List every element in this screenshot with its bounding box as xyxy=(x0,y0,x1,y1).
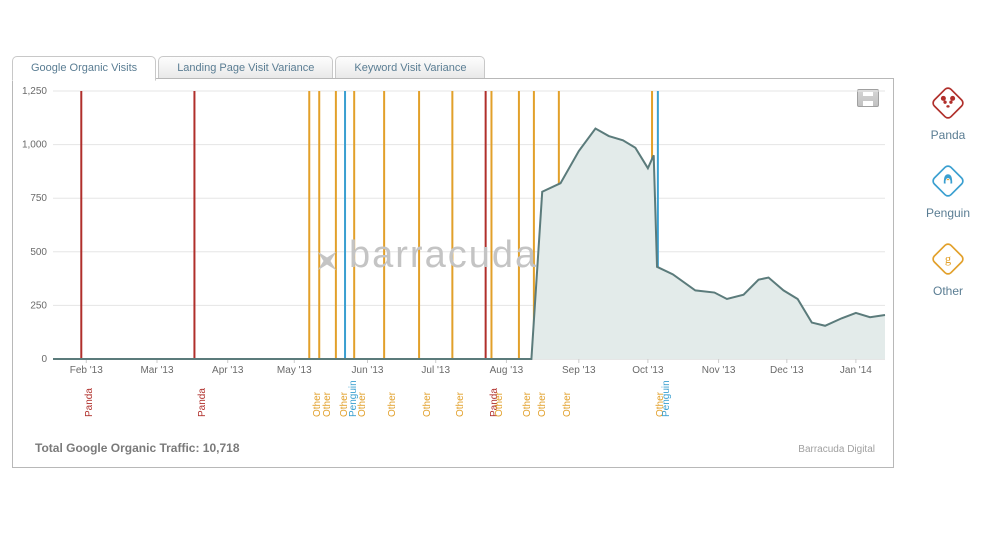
legend: Panda Penguin g Other xyxy=(908,82,988,298)
penguin-icon xyxy=(927,160,969,202)
tab-landing-page-variance[interactable]: Landing Page Visit Variance xyxy=(158,56,333,80)
svg-text:Jun '13: Jun '13 xyxy=(352,365,384,376)
chart-panel: 0 250 500 750 1,000 1,250 Feb '13 Mar '13 Apr '1… xyxy=(12,78,894,468)
other-icon: g xyxy=(927,238,969,280)
tab-keyword-variance[interactable]: Keyword Visit Variance xyxy=(335,56,485,80)
event-label-panda: Panda xyxy=(84,388,95,417)
svg-text:Jan '14: Jan '14 xyxy=(840,365,872,376)
legend-label-panda: Panda xyxy=(931,128,966,142)
event-label-other: Other xyxy=(387,392,398,417)
svg-text:750: 750 xyxy=(30,193,47,204)
svg-text:Oct '13: Oct '13 xyxy=(632,365,664,376)
tab-google-organic-visits[interactable]: Google Organic Visits xyxy=(12,56,156,81)
svg-text:1,250: 1,250 xyxy=(22,86,47,97)
event-label-other: Other xyxy=(562,392,573,417)
event-label-other: Other xyxy=(537,392,548,417)
event-label-other: Other xyxy=(494,392,505,417)
svg-text:Mar '13: Mar '13 xyxy=(140,365,173,376)
legend-label-other: Other xyxy=(933,284,963,298)
svg-text:Sep '13: Sep '13 xyxy=(562,365,596,376)
event-label-other: Other xyxy=(522,392,533,417)
credit-label: Barracuda Digital xyxy=(798,444,875,455)
svg-text:500: 500 xyxy=(30,247,47,258)
chart-svg: 0 250 500 750 1,000 1,250 Feb '13 Mar '13 Apr '1… xyxy=(13,79,895,469)
legend-item-penguin[interactable]: Penguin xyxy=(926,160,970,220)
svg-text:Aug '13: Aug '13 xyxy=(490,365,524,376)
chart-area: 0 250 500 750 1,000 1,250 Feb '13 Mar '13 Apr '1… xyxy=(13,79,893,467)
total-traffic-label: Total Google Organic Traffic: 10,718 xyxy=(35,441,240,455)
legend-label-penguin: Penguin xyxy=(926,206,970,220)
tab-strip: Google Organic Visits Landing Page Visit… xyxy=(12,56,487,80)
svg-text:Nov '13: Nov '13 xyxy=(702,365,736,376)
event-label-other: Other xyxy=(322,392,333,417)
svg-text:May '13: May '13 xyxy=(277,365,312,376)
event-label-other: Other xyxy=(422,392,433,417)
event-label-panda: Panda xyxy=(197,388,208,417)
legend-item-panda[interactable]: Panda xyxy=(927,82,969,142)
svg-text:1,000: 1,000 xyxy=(22,140,47,151)
event-label-other: Other xyxy=(357,392,368,417)
svg-text:Apr '13: Apr '13 xyxy=(212,365,244,376)
root: Google Organic Visits Landing Page Visit… xyxy=(0,0,1000,560)
svg-text:Dec '13: Dec '13 xyxy=(770,365,804,376)
svg-text:Jul '13: Jul '13 xyxy=(421,365,450,376)
legend-item-other[interactable]: g Other xyxy=(927,238,969,298)
svg-text:250: 250 xyxy=(30,300,47,311)
svg-text:Feb '13: Feb '13 xyxy=(70,365,103,376)
panda-icon xyxy=(927,82,969,124)
event-label-other: Other xyxy=(455,392,466,417)
svg-text:g: g xyxy=(945,252,952,266)
svg-text:0: 0 xyxy=(41,354,47,365)
event-label-penguin: Penguin xyxy=(661,380,672,417)
